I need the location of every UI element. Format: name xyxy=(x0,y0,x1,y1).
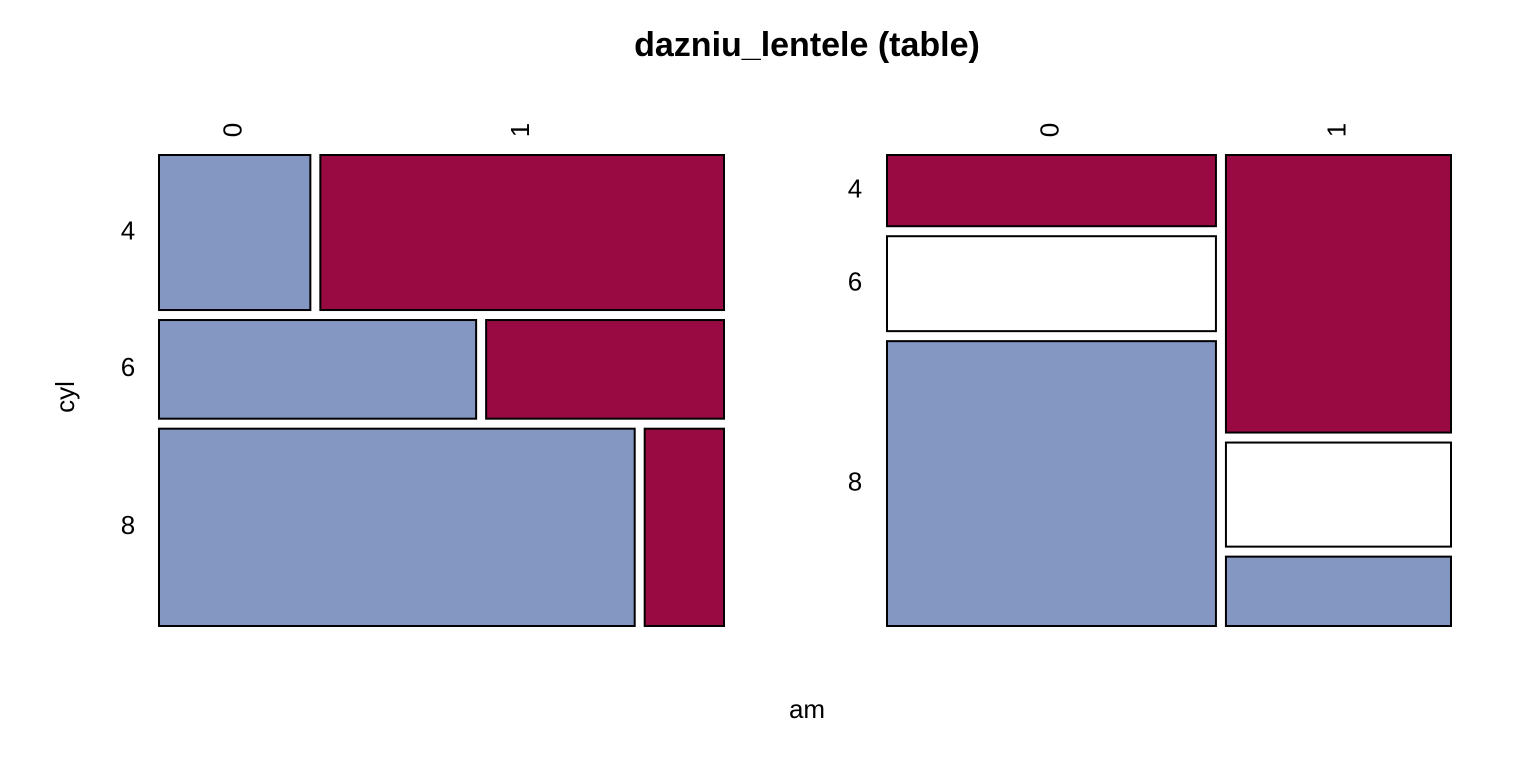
x-tick-label-1: 1 xyxy=(505,123,535,137)
mosaic-tile-am0-cyl8 xyxy=(886,340,1217,627)
mosaic-tile-cyl8-am0 xyxy=(158,427,636,627)
mosaic-tile-cyl8-am1 xyxy=(643,427,725,627)
mosaic-tile-cyl4-am1 xyxy=(319,154,725,312)
chart-title: dazniu_lentele (table) xyxy=(634,26,980,64)
y-tick-label-6: 6 xyxy=(121,352,135,382)
right-y-tick-label-8: 8 xyxy=(848,466,862,496)
y-tick-label-8: 8 xyxy=(121,510,135,540)
mosaic-tile-cyl4-am0 xyxy=(158,154,312,312)
y-axis-label: cyl xyxy=(50,381,80,413)
mosaic-tile-am1-cyl6 xyxy=(1224,441,1452,548)
right-y-tick-label-6: 6 xyxy=(848,267,862,297)
right-x-tick-label-1: 1 xyxy=(1321,123,1351,137)
mosaic-tile-cyl6-am0 xyxy=(158,319,478,420)
right-x-tick-label-0: 0 xyxy=(1034,123,1064,137)
right-y-tick-label-4: 4 xyxy=(848,173,862,203)
mosaic-tile-cyl6-am1 xyxy=(485,319,726,420)
mosaic-tile-am0-cyl4 xyxy=(886,154,1217,228)
mosaic-tile-am1-cyl4 xyxy=(1224,154,1452,434)
right-mosaic-panel: 4 6 8 0 1 xyxy=(848,123,1452,627)
x-axis-label: am xyxy=(789,694,825,724)
mosaic-tile-am0-cyl6 xyxy=(886,235,1217,333)
x-tick-label-0: 0 xyxy=(218,123,248,137)
mosaic-tile-am1-cyl8 xyxy=(1224,555,1452,627)
left-mosaic-panel: 4 6 8 0 1 xyxy=(121,123,726,627)
y-tick-label-4: 4 xyxy=(121,215,135,245)
